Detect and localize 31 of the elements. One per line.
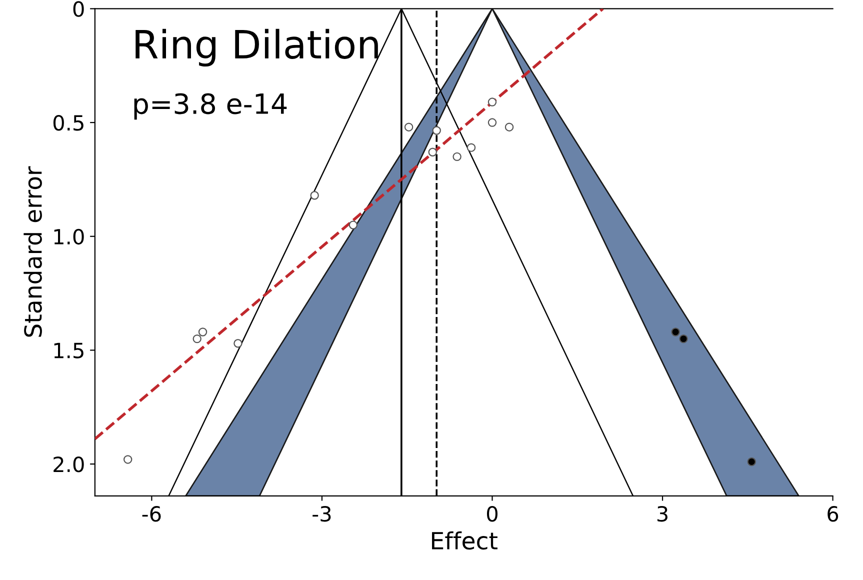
point [428,148,438,156]
point [466,143,476,152]
x-tick-label: 0 [486,506,498,522]
point [123,455,132,464]
y-tick-label: 0 [73,1,84,17]
point [488,98,497,106]
point [679,334,688,344]
point [671,328,680,336]
point [198,328,208,336]
y-tick-label: 0.5 [53,114,84,131]
point [348,220,358,230]
x-tick-label: -6 [142,506,161,522]
y-tick-label: 1.0 [54,228,84,245]
point [488,118,497,127]
point [404,122,414,132]
annotation: Ring Dilation [136,28,378,66]
point [310,191,319,200]
x-tick-label: 6 [828,506,838,522]
x-axis-title: Effect [432,531,498,550]
point [432,126,441,135]
point [452,152,462,162]
x-tick-label: -3 [312,506,331,522]
y-axis-title: Standard error [24,166,42,337]
y-tick-label: 1.5 [54,342,84,358]
point [192,334,202,344]
point [747,457,756,466]
point [234,339,242,348]
y-tick-label: 2.0 [54,456,84,472]
x-tick-label: 3 [657,506,668,522]
point [504,122,514,132]
annotation: p=3.8 e-14 [134,93,287,120]
